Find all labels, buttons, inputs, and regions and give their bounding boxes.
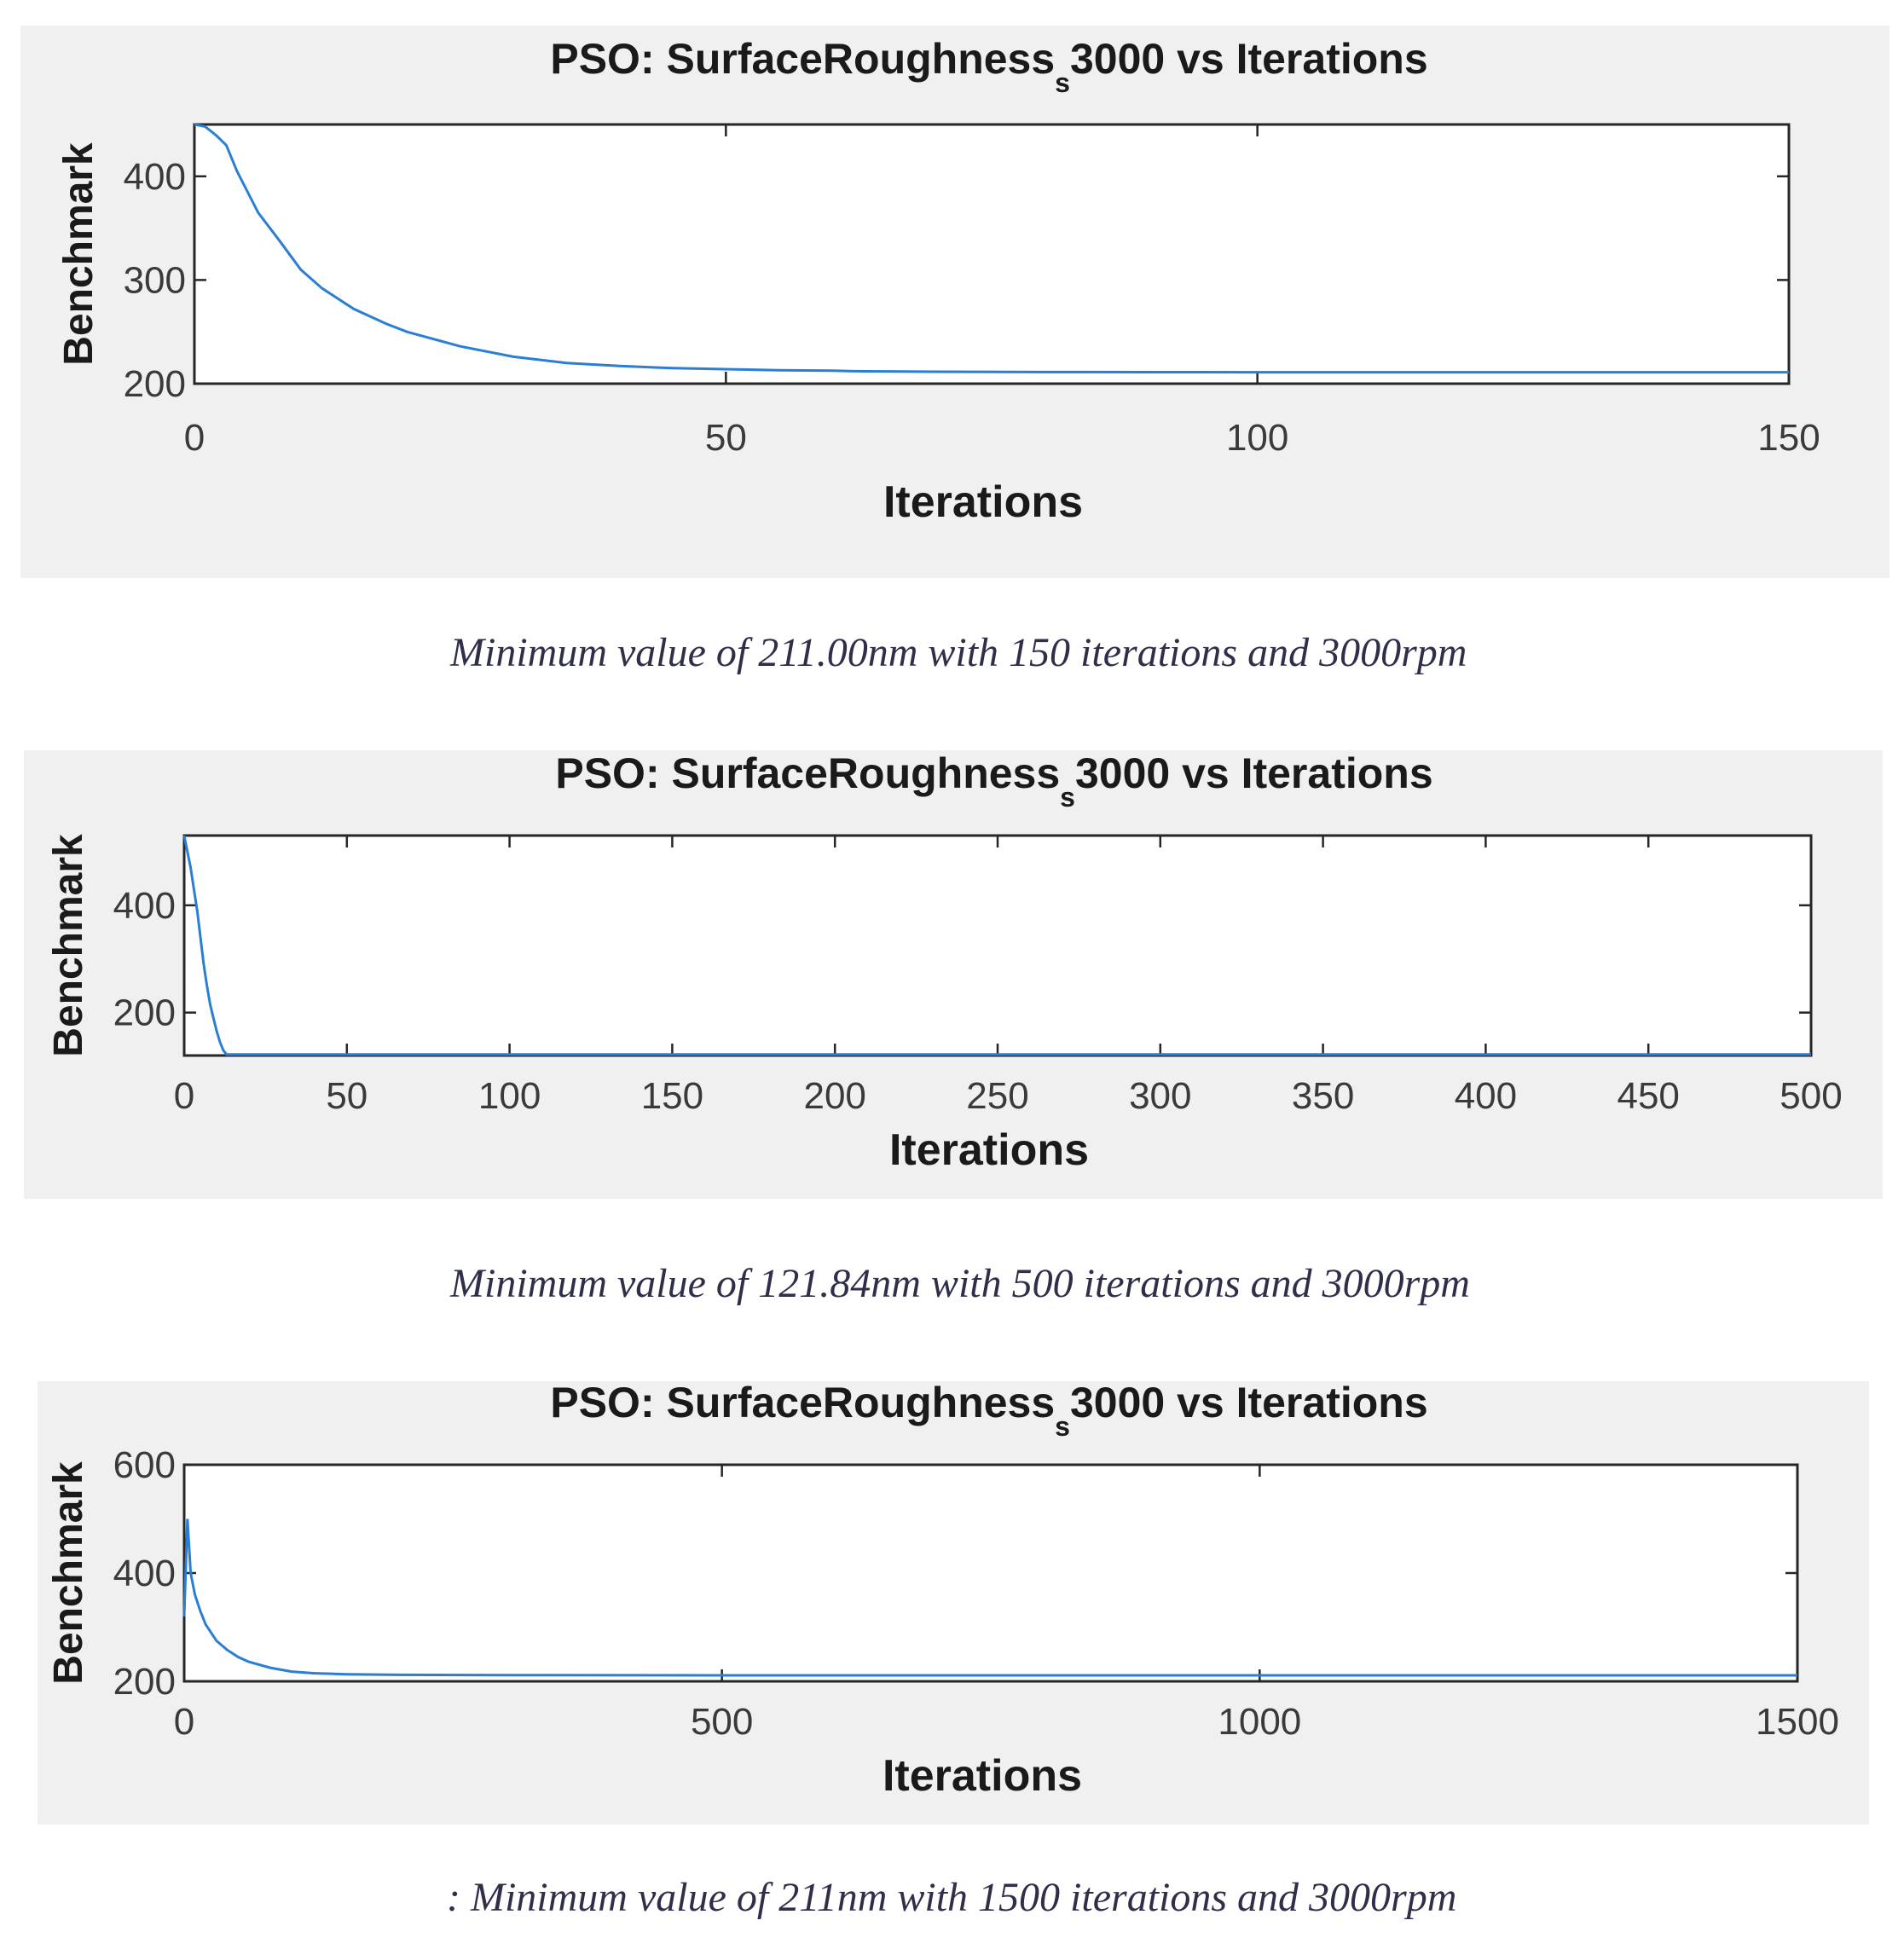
y-tick-label: 200 xyxy=(124,363,186,405)
y-tick-label: 300 xyxy=(124,259,186,301)
caption-2: Minimum value of 121.84nm with 500 itera… xyxy=(450,1261,1470,1306)
chart-title-main: PSO: SurfaceRoughness xyxy=(550,35,1055,83)
plot-area xyxy=(182,834,1813,1057)
series-line-1 xyxy=(182,1518,1797,1677)
chart-1: PSO: SurfaceRoughnesss3000 vs Iterations… xyxy=(56,35,1820,527)
x-tick-label: 350 xyxy=(1292,1075,1354,1117)
y-axis-label: Benchmark xyxy=(46,834,91,1057)
chart-title: PSO: SurfaceRoughnesss3000 vs Iterations xyxy=(550,1379,1427,1442)
x-tick-label: 500 xyxy=(1780,1075,1842,1117)
x-tick-label: 400 xyxy=(1455,1075,1517,1117)
series-line-1 xyxy=(182,835,1811,1056)
x-tick-label: 150 xyxy=(641,1075,703,1117)
x-tick-label: 100 xyxy=(1226,417,1288,459)
x-tick-label: 300 xyxy=(1129,1075,1191,1117)
x-axis-label: Iterations xyxy=(883,477,1083,527)
x-tick-label: 0 xyxy=(174,1075,194,1117)
x-tick-label: 150 xyxy=(1757,417,1820,459)
chart-2: PSO: SurfaceRoughnesss3000 vs Iterations… xyxy=(46,749,1843,1175)
x-tick-label: 200 xyxy=(803,1075,865,1117)
x-axis-label: Iterations xyxy=(883,1751,1082,1801)
x-tick-label: 1000 xyxy=(1218,1701,1301,1743)
y-axis-label: Benchmark xyxy=(56,142,101,366)
plot-area xyxy=(193,123,1791,385)
y-tick-label: 600 xyxy=(113,1444,176,1486)
y-tick-label: 400 xyxy=(113,1553,176,1594)
caption-1: Minimum value of 211.00nm with 150 itera… xyxy=(450,630,1467,675)
x-tick-label: 1500 xyxy=(1756,1701,1839,1743)
x-tick-label: 50 xyxy=(326,1075,367,1117)
x-tick-label: 0 xyxy=(184,417,205,459)
x-tick-label: 0 xyxy=(174,1701,194,1743)
y-tick-label: 400 xyxy=(124,156,186,198)
chart-3: PSO: SurfaceRoughnesss3000 vs Iterations… xyxy=(46,1379,1839,1801)
chart-title-main: PSO: SurfaceRoughness xyxy=(555,749,1060,797)
x-tick-label: 50 xyxy=(705,417,747,459)
chart-title-suffix: 3000 vs Iterations xyxy=(1070,1379,1428,1426)
x-tick-label: 250 xyxy=(966,1075,1028,1117)
x-tick-label: 450 xyxy=(1617,1075,1679,1117)
chart-title-subscript: s xyxy=(1055,67,1070,98)
y-tick-label: 400 xyxy=(113,885,176,927)
plot-area xyxy=(182,1463,1799,1683)
y-tick-label: 200 xyxy=(113,992,176,1034)
y-tick-label: 200 xyxy=(113,1661,176,1703)
chart-title-main: PSO: SurfaceRoughness xyxy=(550,1379,1055,1426)
chart-title-subscript: s xyxy=(1055,1411,1070,1442)
x-tick-label: 500 xyxy=(691,1701,753,1743)
caption-3: : Minimum value of 211nm with 1500 itera… xyxy=(447,1875,1457,1920)
x-axis-label: Iterations xyxy=(889,1125,1089,1175)
series-line-1 xyxy=(194,123,1789,374)
chart-title-subscript: s xyxy=(1060,782,1075,813)
chart-title: PSO: SurfaceRoughnesss3000 vs Iterations xyxy=(555,749,1432,813)
chart-title-suffix: 3000 vs Iterations xyxy=(1070,35,1428,83)
chart-title: PSO: SurfaceRoughnesss3000 vs Iterations xyxy=(550,35,1427,98)
y-axis-label: Benchmark xyxy=(46,1461,91,1685)
chart-title-suffix: 3000 vs Iterations xyxy=(1075,749,1433,797)
x-tick-label: 100 xyxy=(478,1075,541,1117)
